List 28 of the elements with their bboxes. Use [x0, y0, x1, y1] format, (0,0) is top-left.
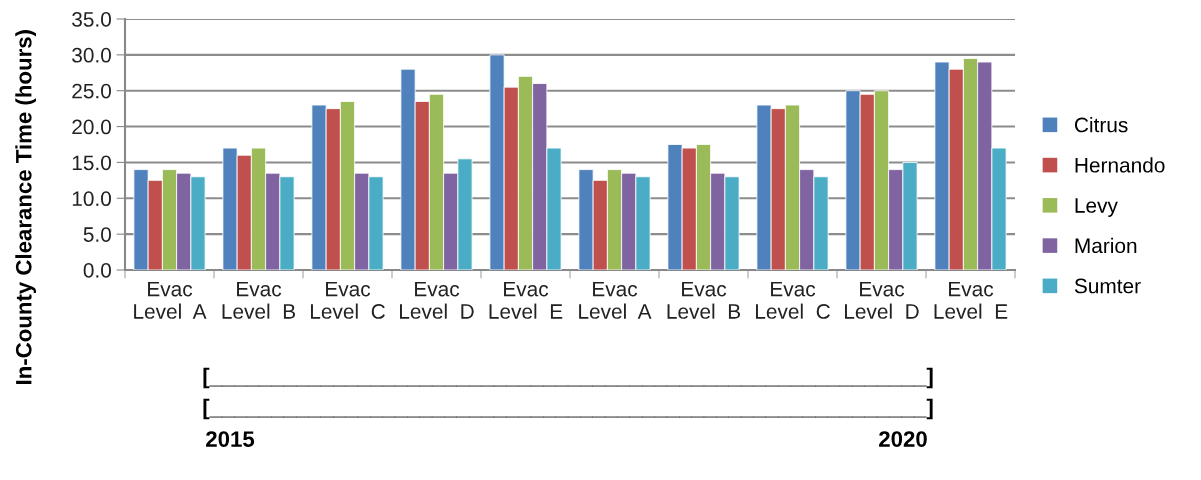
y-tick-label: 10.0 [72, 191, 111, 207]
legend-label: Hernando [1075, 157, 1165, 173]
legend-label: Levy [1075, 198, 1118, 217]
y-tick-label: 20.0 [72, 119, 111, 135]
x-tick-label: Evac Level E [934, 281, 1008, 319]
x-tick-label: Evac Level D [400, 281, 474, 319]
x-tick-label: Evac Level A [579, 281, 652, 319]
y-tick-label: 0.0 [83, 263, 111, 278]
y-axis-title: In-County Clearance Time (hours) [15, 30, 36, 384]
x-tick-label: Evac Level A [134, 281, 207, 319]
x-tick-label: Evac Level E [489, 281, 563, 319]
y-tick-label: 25.0 [72, 83, 111, 99]
x-tick-label: Evac Level D [845, 281, 919, 319]
x-tick-label: Evac Level C [311, 281, 385, 319]
y-tick-label: 35.0 [72, 12, 111, 27]
y-tick-label: 5.0 [83, 227, 111, 242]
legend-label: Sumter [1074, 278, 1141, 294]
text: 2015 [206, 431, 255, 447]
y-tick-label: 30.0 [72, 47, 111, 63]
x-tick-label: Evac Level C [756, 281, 830, 319]
text: [__________________________________________________________] [203, 367, 933, 389]
x-tick-label: Evac Level B [667, 281, 741, 319]
legend-label: Citrus [1074, 117, 1128, 133]
y-tick-label: 15.0 [72, 155, 111, 171]
text: [__________________________________________________________] [203, 398, 933, 420]
legend-label: Marion [1075, 237, 1137, 254]
text: 2020 [879, 431, 927, 447]
x-tick-label: Evac Level B [222, 281, 296, 319]
